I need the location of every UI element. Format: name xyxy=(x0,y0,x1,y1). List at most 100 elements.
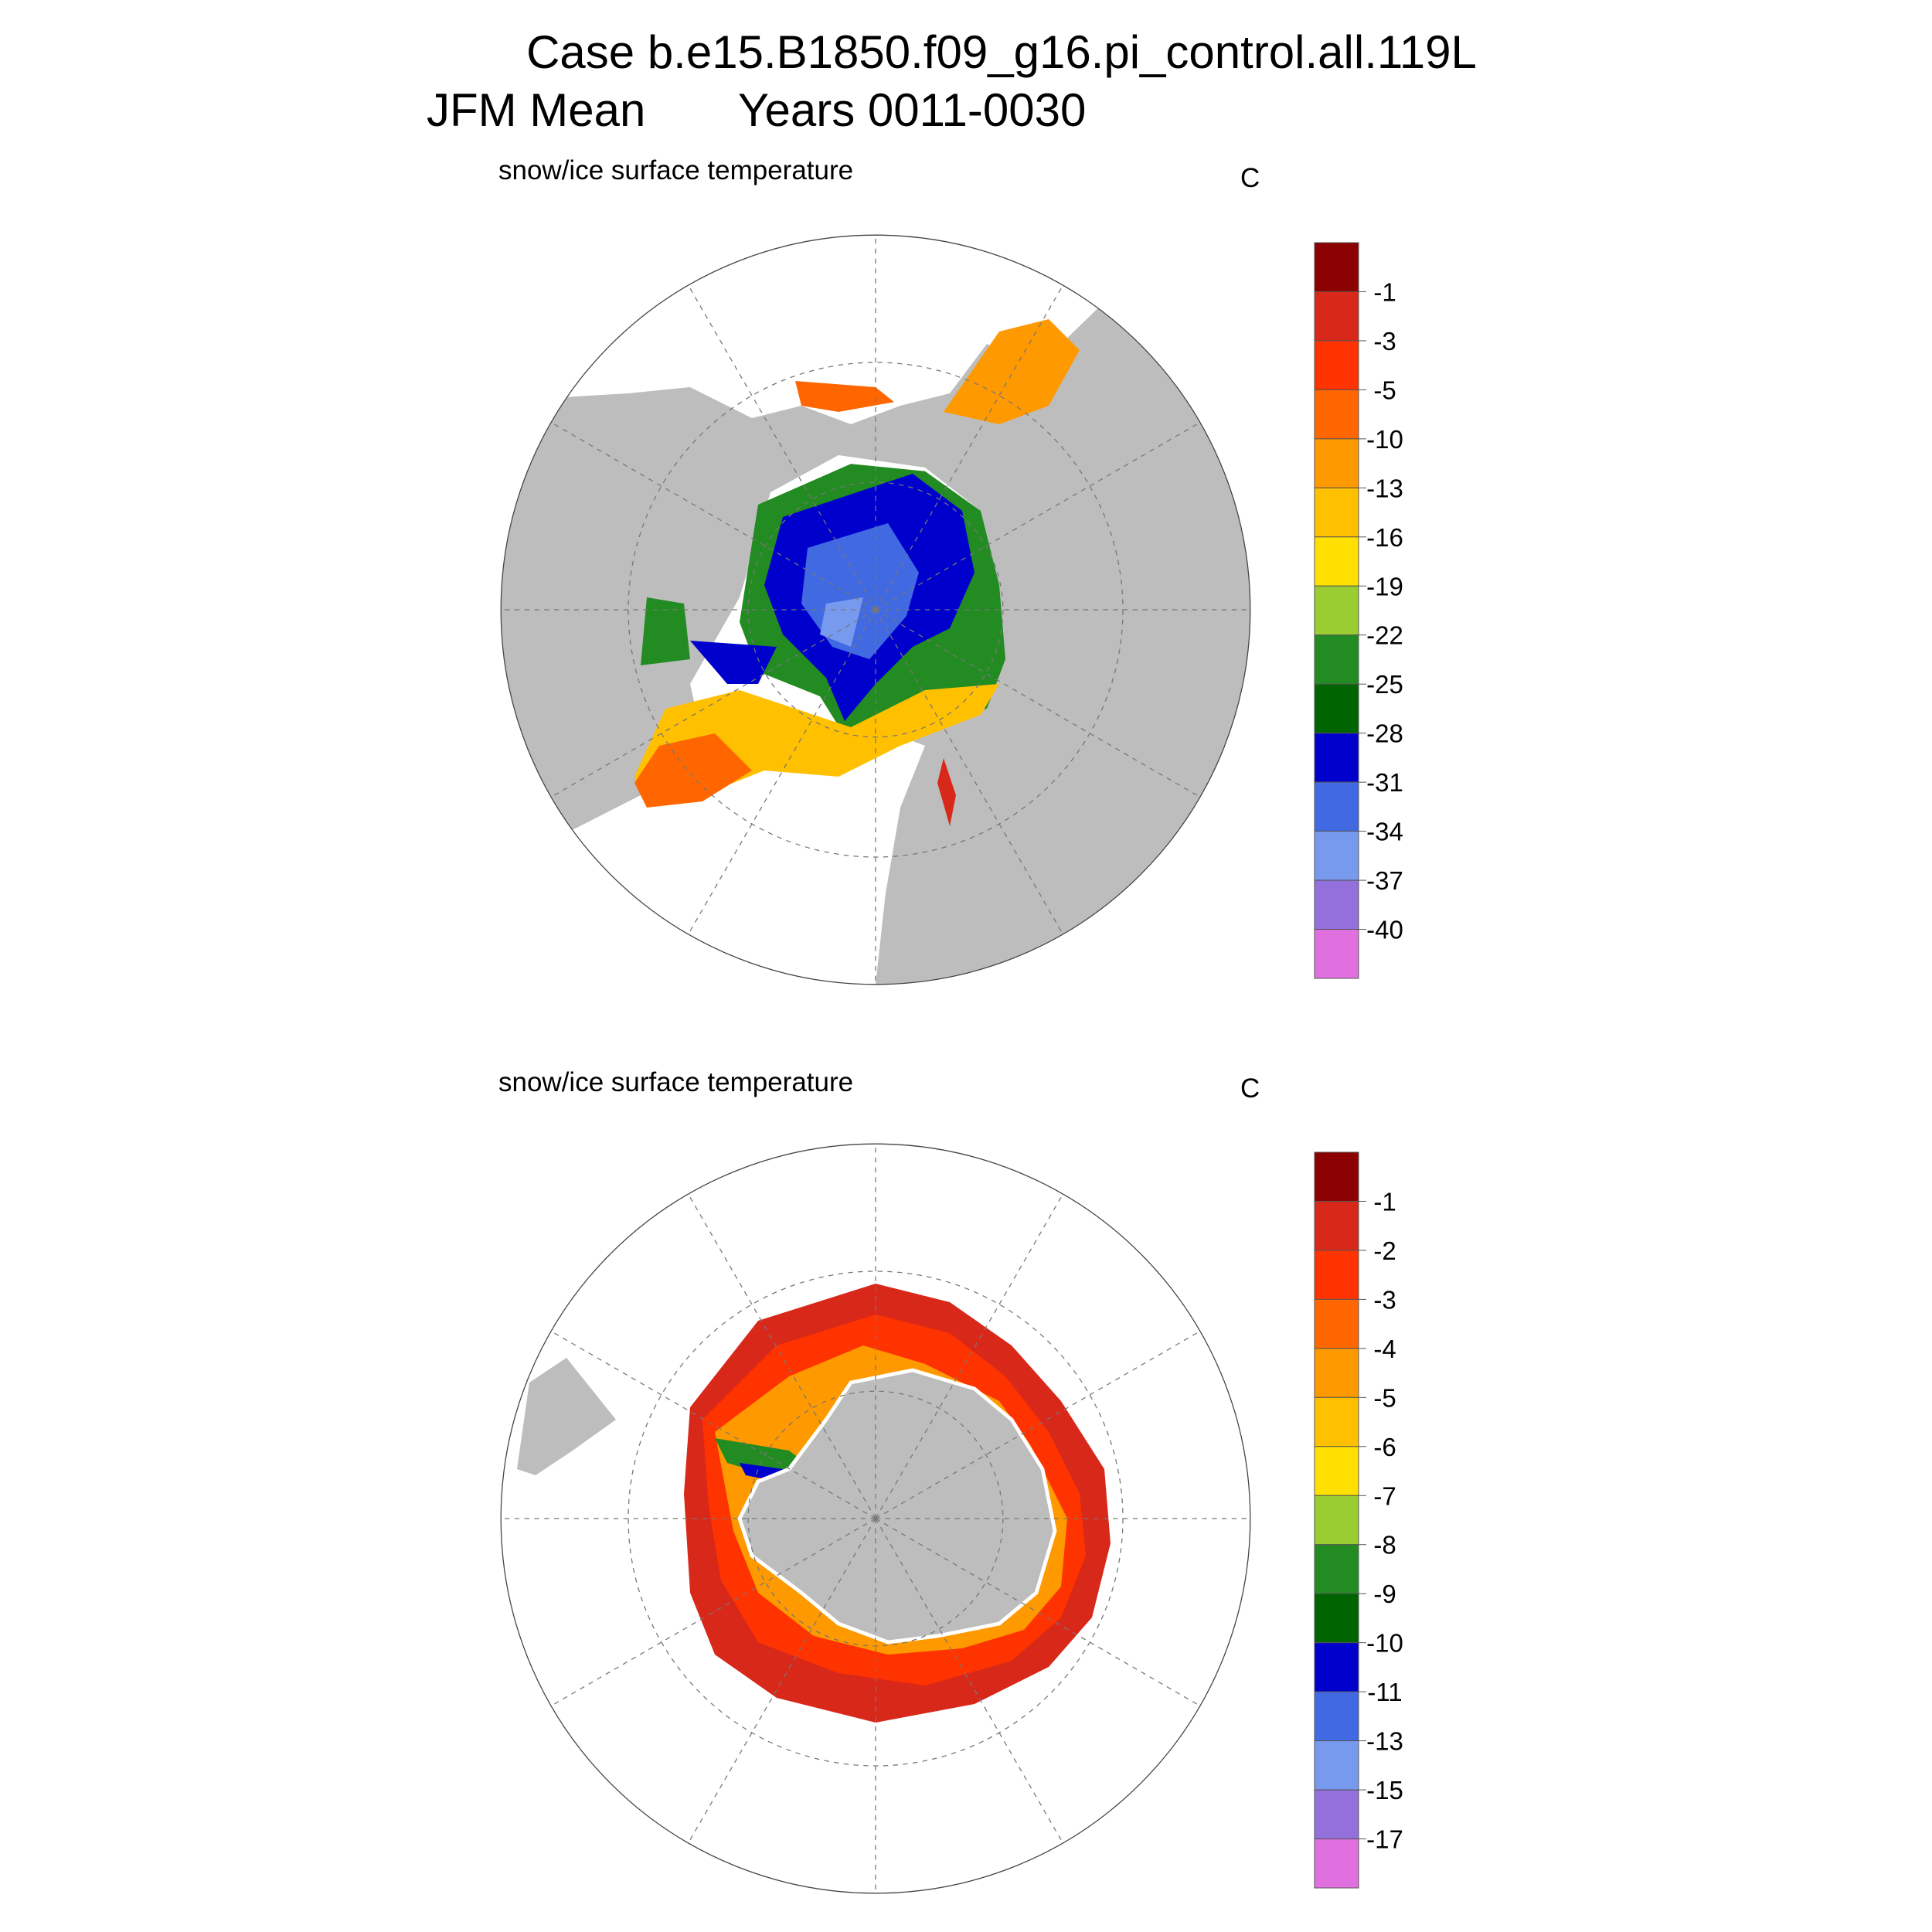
colorbar-box xyxy=(1314,1789,1359,1840)
meridian xyxy=(550,1518,876,1706)
colorbar-box xyxy=(1314,242,1359,292)
colorbar-box xyxy=(1314,683,1359,734)
units-label: C xyxy=(1240,1073,1260,1104)
colorbar-box xyxy=(1314,389,1359,440)
meridian xyxy=(550,422,876,611)
meridian xyxy=(688,1518,876,1844)
graticule xyxy=(501,1144,1250,1893)
colorbar-box xyxy=(1314,1691,1359,1742)
pacific-ocean xyxy=(566,234,1098,424)
case-title: Case b.e15.B1850.f09_g16.pi_control.all.… xyxy=(526,26,1477,78)
meridian xyxy=(875,284,1063,611)
colorbar-label: -11 xyxy=(1367,1678,1402,1706)
meridian xyxy=(875,422,1201,611)
colorbar-label: -1 xyxy=(1373,277,1396,306)
meridian xyxy=(875,609,1063,935)
colorbar-box xyxy=(1314,536,1359,587)
ice-baltic xyxy=(937,758,956,826)
colorbar-label: -7 xyxy=(1373,1481,1396,1510)
map-border xyxy=(500,234,1251,985)
meridian xyxy=(875,1193,1063,1519)
units-label: C xyxy=(1240,163,1260,193)
colorbar-label: -13 xyxy=(1366,1727,1403,1756)
meridian xyxy=(688,609,876,935)
colorbar-label: -10 xyxy=(1366,425,1403,454)
panel: snow/ice surface temperature C -1 -3 -5 -10… xyxy=(498,155,1403,979)
ice-hudson xyxy=(641,597,690,665)
colorbar-box xyxy=(1314,438,1359,488)
colorbar-label: -3 xyxy=(1373,327,1396,355)
colorbar-label: -22 xyxy=(1366,621,1403,650)
colorbar-label: -31 xyxy=(1366,768,1403,797)
meridian xyxy=(550,609,876,798)
colorbar-box xyxy=(1314,634,1359,685)
colorbar-label: -3 xyxy=(1373,1285,1396,1314)
south-america xyxy=(517,1358,616,1475)
colorbar-box xyxy=(1314,929,1359,979)
colorbar-box xyxy=(1314,487,1359,538)
meridian xyxy=(875,609,1201,798)
colorbar-box xyxy=(1314,1200,1359,1251)
colorbar-label: -25 xyxy=(1366,670,1403,699)
colorbar-label: -2 xyxy=(1373,1236,1396,1265)
colorbar-box xyxy=(1314,1298,1359,1349)
colorbar-label: -19 xyxy=(1366,572,1403,600)
meridian xyxy=(875,1331,1201,1519)
colorbar-label: -10 xyxy=(1366,1629,1403,1658)
latitude-circle xyxy=(747,1390,1004,1647)
antarctica xyxy=(737,1368,1057,1645)
colorbar-label: -15 xyxy=(1366,1776,1403,1804)
colorbar-box xyxy=(1314,291,1359,342)
south-map xyxy=(500,1143,1251,1894)
meridian xyxy=(688,1193,876,1519)
colorbar-label: -37 xyxy=(1366,866,1403,895)
north-map xyxy=(500,234,1251,985)
colorbar-label: -9 xyxy=(1373,1580,1396,1608)
ice-okhotsk xyxy=(944,319,1080,424)
map-border xyxy=(500,1143,1251,1894)
graticule xyxy=(501,235,1250,985)
colorbar-label: -16 xyxy=(1366,523,1403,552)
colorbar-label: -13 xyxy=(1366,474,1403,502)
colorbar-box xyxy=(1314,1396,1359,1447)
meridian xyxy=(875,1518,1201,1706)
colorbar-label: -5 xyxy=(1373,1383,1396,1412)
colorbar-label: -8 xyxy=(1373,1531,1396,1560)
colorbar-box xyxy=(1314,733,1359,783)
colorbar-box xyxy=(1314,585,1359,636)
colorbar-box xyxy=(1314,781,1359,832)
ice-labrador xyxy=(634,733,752,808)
colorbar-label: -34 xyxy=(1366,818,1403,846)
atlantic-ocean xyxy=(573,727,925,985)
colorbar-box xyxy=(1314,1544,1359,1594)
colorbar-label: -5 xyxy=(1373,376,1396,404)
colorbar-box xyxy=(1314,1838,1359,1889)
years-title: Years 0011-0030 xyxy=(738,84,1086,136)
panel: snow/ice surface temperature C -1 -2 -3 -4 -… xyxy=(498,1067,1403,1889)
panel-subtitle: snow/ice surface temperature xyxy=(498,1067,853,1097)
colorbar-label: -1 xyxy=(1373,1187,1396,1216)
period-title: JFM Mean xyxy=(427,84,645,136)
colorbar-box xyxy=(1314,879,1359,930)
latitude-circle xyxy=(747,481,1004,738)
colorbar-box xyxy=(1314,1593,1359,1644)
colorbar-label: -17 xyxy=(1366,1825,1403,1854)
colorbar-label: -4 xyxy=(1373,1335,1396,1363)
colorbar-box xyxy=(1314,1642,1359,1692)
colorbar-label: -40 xyxy=(1366,916,1403,944)
colorbar-box xyxy=(1314,1495,1359,1546)
colorbar-box xyxy=(1314,831,1359,881)
meridian xyxy=(550,1331,876,1519)
meridian xyxy=(688,284,876,611)
colorbar-box xyxy=(1314,1250,1359,1300)
colorbar-box xyxy=(1314,1151,1359,1202)
colorbar-box xyxy=(1314,1348,1359,1398)
colorbar-box xyxy=(1314,1740,1359,1791)
colorbar-label: -28 xyxy=(1366,719,1403,748)
panel-subtitle: snow/ice surface temperature xyxy=(498,155,853,185)
meridian xyxy=(875,1518,1063,1844)
ice-bering xyxy=(795,381,894,412)
colorbar-box xyxy=(1314,340,1359,390)
